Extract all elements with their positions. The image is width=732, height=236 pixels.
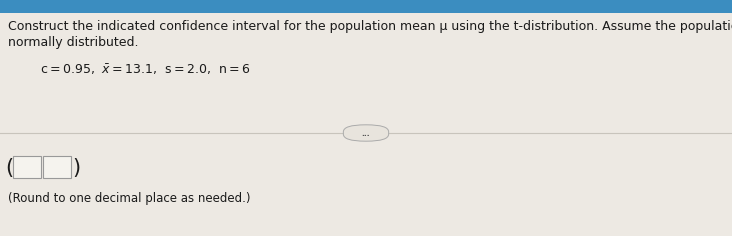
Text: c$=$0.95,  $\bar{x}$$=$13.1,  s$=$2.0,  n$=$6: c$=$0.95, $\bar{x}$$=$13.1, s$=$2.0, n$=…: [40, 62, 250, 76]
FancyBboxPatch shape: [0, 0, 732, 13]
Text: Construct the indicated confidence interval for the population mean μ using the : Construct the indicated confidence inter…: [8, 20, 732, 33]
Text: ): ): [72, 158, 80, 178]
Text: (: (: [5, 158, 13, 178]
Text: (Round to one decimal place as needed.): (Round to one decimal place as needed.): [8, 192, 250, 205]
FancyBboxPatch shape: [343, 125, 389, 141]
Text: normally distributed.: normally distributed.: [8, 36, 138, 49]
FancyBboxPatch shape: [13, 156, 41, 178]
FancyBboxPatch shape: [43, 156, 71, 178]
Text: ...: ...: [362, 128, 370, 138]
